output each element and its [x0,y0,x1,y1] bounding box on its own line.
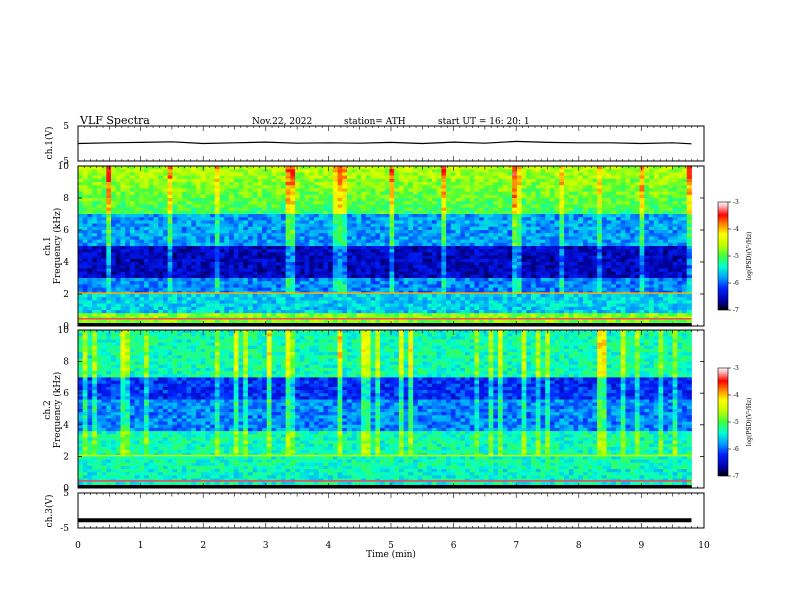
cb2ticks-tick--5: -5 [733,419,739,426]
xtick-0: 0 [75,541,81,551]
cb1ticks-tick--4: -4 [733,226,739,233]
cb2ticks-tick--3: -3 [733,365,739,372]
xtick-1: 1 [138,541,144,551]
cb1ticks-tick--6: -6 [733,280,739,287]
cb1ticks-tick--3: -3 [733,199,739,206]
xtick-10: 10 [698,541,710,551]
xtick-4: 4 [326,541,332,551]
ch1-volt-ytick--5: -5 [60,157,69,167]
ch1-freq-ytick-4: 4 [63,258,69,268]
start-ut-label: start UT = 16: 20: 1 [438,117,530,127]
x-axis-ticks: 0 1 2 3 4 5 6 7 8 9 10 [75,126,710,551]
ch3-voltage-panel [77,492,705,529]
ch2-spectrogram-ylabel-1: ch.2 [43,400,53,419]
cb2ticks-tick--4: -4 [733,392,739,399]
ch2-freq-ytick-2: 2 [63,452,69,462]
cb1ticks-tick--7: -7 [733,307,739,314]
ch1-volt-ytick-5: 5 [63,122,69,132]
ch2-spectrogram-panel [77,329,705,489]
ch2-colorbar: -3 -4 -5 -6 -7 log(PSD)(V²/Hz) [717,365,753,480]
ch1-colorbar-label: log(PSD)(V²/Hz) [746,232,753,281]
ch1-freq-ytick-2: 2 [63,290,69,300]
ch2-spectrogram-image [78,330,704,489]
ch2-freq-ytick-0: 0 [63,484,69,494]
date-label: Nov.22, 2022 [252,117,312,127]
ch2-freq-ytick-4: 4 [63,421,69,431]
ch1-spectrogram-image [78,166,704,327]
ch1-freq-ytick-0: 0 [63,322,69,332]
ch1-colorbar: -3 -4 -5 -6 -7 log(PSD)(V²/Hz) [717,199,753,314]
xtick-9: 9 [639,541,645,551]
ch1-spectrogram-panel [77,165,705,327]
ch2-freq-ytick-6: 6 [63,389,69,399]
ch1-spectrogram-ylabel-2: Frequency (kHz) [52,208,63,285]
x-axis-label: Time (min) [366,549,416,560]
ch3-voltage-ylabel: ch.3(V) [44,495,55,528]
ch2-colorbar-label: log(PSD)(V²/Hz) [746,398,753,447]
xtick-8: 8 [576,541,582,551]
cb1ticks-tick--5: -5 [733,253,739,260]
xtick-2: 2 [200,541,206,551]
ch1-spectrogram-ylabel-1: ch.1 [43,236,53,255]
xtick-5: 5 [388,541,394,551]
cb2ticks-tick--6: -6 [733,446,739,453]
ch1-freq-ytick-8: 8 [63,194,69,204]
figure-title: VLF Spectra [79,114,150,127]
ch1-voltage-trace [77,140,692,145]
ch1-voltage-panel [77,125,705,162]
ch1-freq-ytick-6: 6 [63,226,69,236]
ch1-freq-ytick-10: 10 [58,162,70,172]
ch2-spectrogram-ylabel-2: Frequency (kHz) [52,372,63,449]
ch3-volt-ytick-5: 5 [63,489,69,499]
ch1-voltage-ylabel: ch.1(V) [44,127,55,160]
cb2ticks-tick--7: -7 [733,473,739,480]
ch2-freq-ytick-10: 10 [58,326,70,336]
ch3-volt-ytick--5: -5 [60,524,69,534]
ch2-freq-ytick-8: 8 [63,358,69,368]
xtick-3: 3 [263,541,269,551]
station-label: station= ATH [344,117,406,127]
xtick-7: 7 [513,541,519,551]
xtick-6: 6 [451,541,457,551]
ch1-voltage-line [77,140,692,145]
